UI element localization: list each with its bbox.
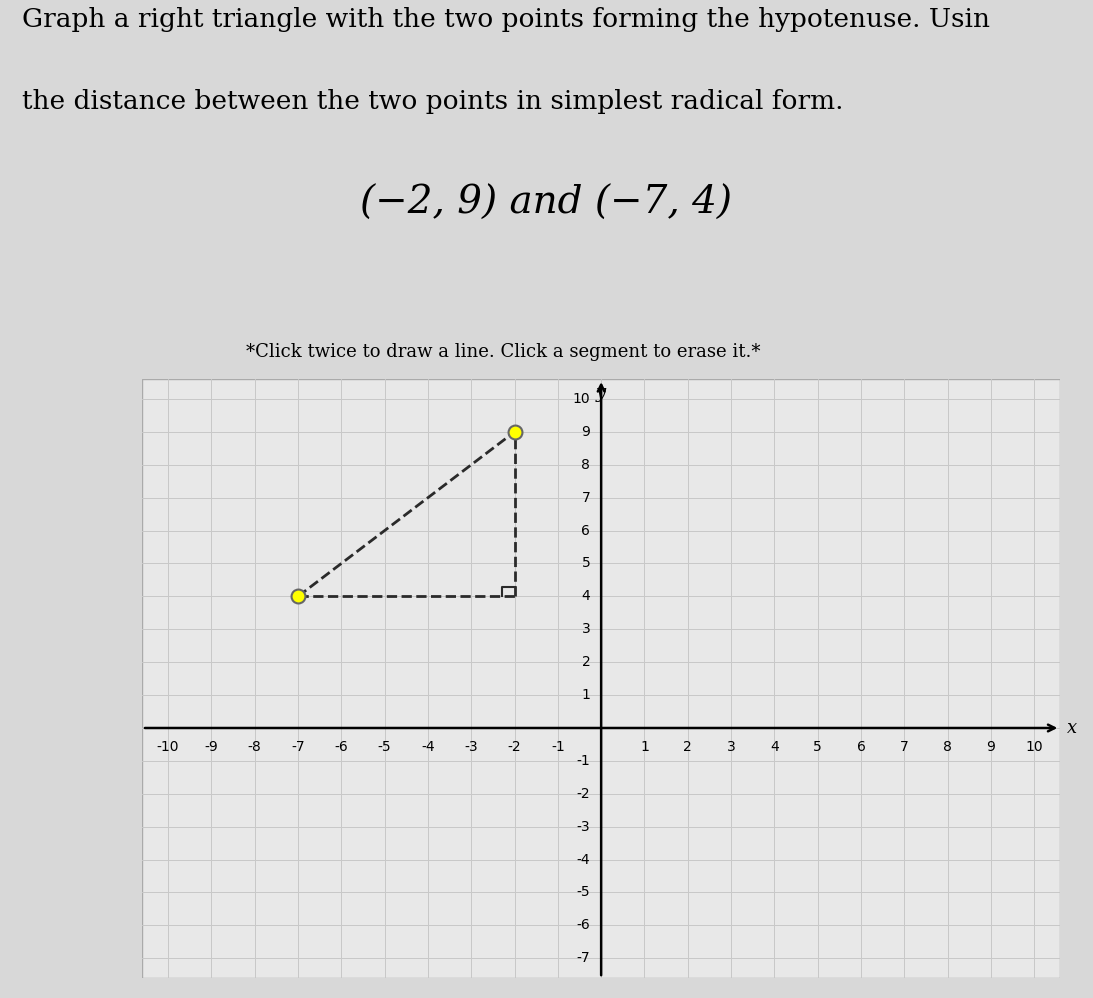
Text: 5: 5 — [813, 740, 822, 753]
Text: 10: 10 — [1025, 740, 1043, 753]
Text: -10: -10 — [156, 740, 179, 753]
Text: (−2, 9) and (−7, 4): (−2, 9) and (−7, 4) — [361, 185, 732, 222]
Text: 4: 4 — [581, 590, 590, 604]
Text: 2: 2 — [581, 656, 590, 670]
Text: -9: -9 — [204, 740, 219, 753]
Text: -8: -8 — [248, 740, 261, 753]
Text: 8: 8 — [581, 458, 590, 472]
Text: -6: -6 — [334, 740, 349, 753]
Text: 1: 1 — [581, 688, 590, 702]
Text: 10: 10 — [573, 392, 590, 406]
Text: 9: 9 — [987, 740, 996, 753]
Point — [506, 424, 524, 440]
Text: -2: -2 — [577, 786, 590, 800]
Text: -5: -5 — [577, 885, 590, 899]
Text: -4: -4 — [421, 740, 435, 753]
Text: -5: -5 — [378, 740, 391, 753]
Text: x: x — [1067, 719, 1077, 737]
Text: the distance between the two points in simplest radical form.: the distance between the two points in s… — [22, 89, 844, 114]
Text: -7: -7 — [291, 740, 305, 753]
Text: 9: 9 — [581, 425, 590, 439]
Text: 8: 8 — [943, 740, 952, 753]
Text: y: y — [596, 384, 607, 402]
Text: 7: 7 — [900, 740, 908, 753]
Point — [290, 589, 307, 605]
Text: -7: -7 — [577, 951, 590, 965]
Text: -3: -3 — [465, 740, 478, 753]
Text: 2: 2 — [683, 740, 692, 753]
Text: 1: 1 — [640, 740, 649, 753]
Text: -1: -1 — [551, 740, 565, 753]
Text: 3: 3 — [727, 740, 736, 753]
Text: Graph a right triangle with the two points forming the hypotenuse. Usin: Graph a right triangle with the two poin… — [22, 7, 990, 32]
Text: -4: -4 — [577, 852, 590, 866]
Text: -1: -1 — [577, 753, 590, 767]
Text: -3: -3 — [577, 819, 590, 833]
Text: 6: 6 — [857, 740, 866, 753]
Text: 6: 6 — [581, 524, 590, 538]
Text: 5: 5 — [581, 557, 590, 571]
Text: -6: -6 — [577, 918, 590, 932]
Text: 7: 7 — [581, 491, 590, 505]
Text: *Click twice to draw a line. Click a segment to erase it.*: *Click twice to draw a line. Click a seg… — [246, 343, 760, 361]
Text: -2: -2 — [508, 740, 521, 753]
Text: 3: 3 — [581, 623, 590, 637]
Text: 4: 4 — [769, 740, 778, 753]
